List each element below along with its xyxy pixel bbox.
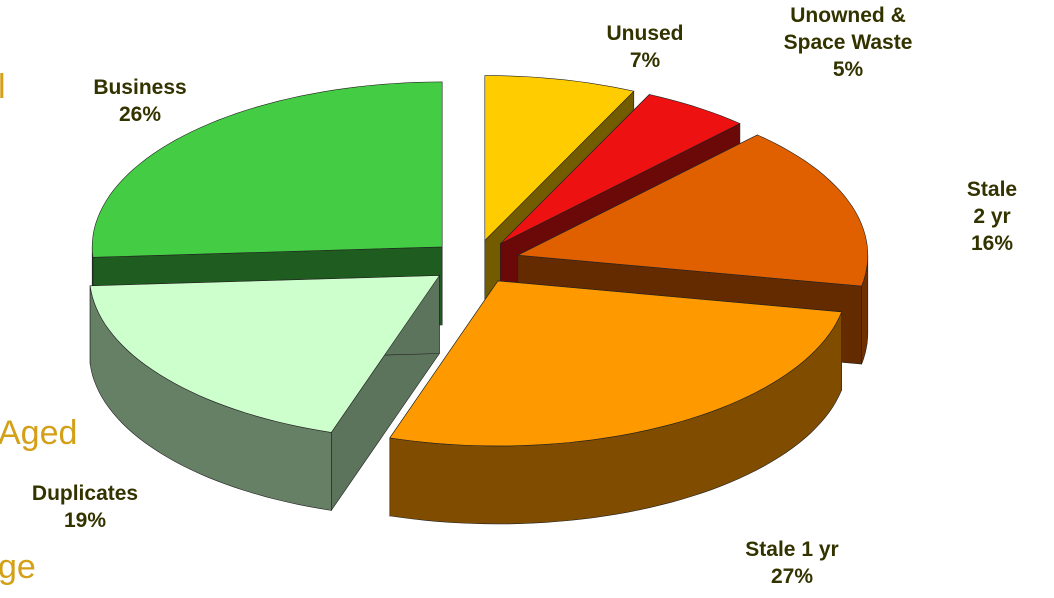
value-label: 19% — [63, 509, 107, 532]
slide-fragment: ge — [0, 548, 36, 586]
value-label: 26% — [118, 103, 162, 126]
slice-label: Stale 2 yr 16% — [961, 176, 1023, 257]
slice — [500, 94, 741, 245]
slide-fragment: Aged — [0, 414, 78, 452]
category-label: Business — [93, 76, 187, 99]
value-label: 16% — [970, 232, 1014, 255]
slice — [89, 275, 440, 433]
slice — [484, 75, 635, 242]
category-label: Duplicates — [31, 482, 139, 505]
category-label: Unowned & Space Waste — [783, 4, 913, 54]
value-label: 7% — [629, 49, 661, 72]
slide-fragment: l — [0, 68, 6, 106]
value-label: 27% — [770, 565, 814, 588]
slice — [91, 81, 443, 258]
category-label: Unused — [606, 22, 684, 45]
slice-label: Duplicates 19% — [32, 480, 138, 534]
slice-label: Stale 1 yr 27% — [745, 536, 838, 590]
value-label: 5% — [832, 58, 864, 81]
slice — [516, 134, 869, 287]
slice-label: Unowned & Space Waste 5% — [784, 2, 913, 83]
slice-label: Business 26% — [93, 74, 186, 128]
slice — [389, 280, 843, 447]
category-label: Stale 1 yr — [745, 538, 839, 561]
category-label: Stale 2 yr — [966, 178, 1018, 228]
slice-label: Unused 7% — [606, 20, 683, 74]
